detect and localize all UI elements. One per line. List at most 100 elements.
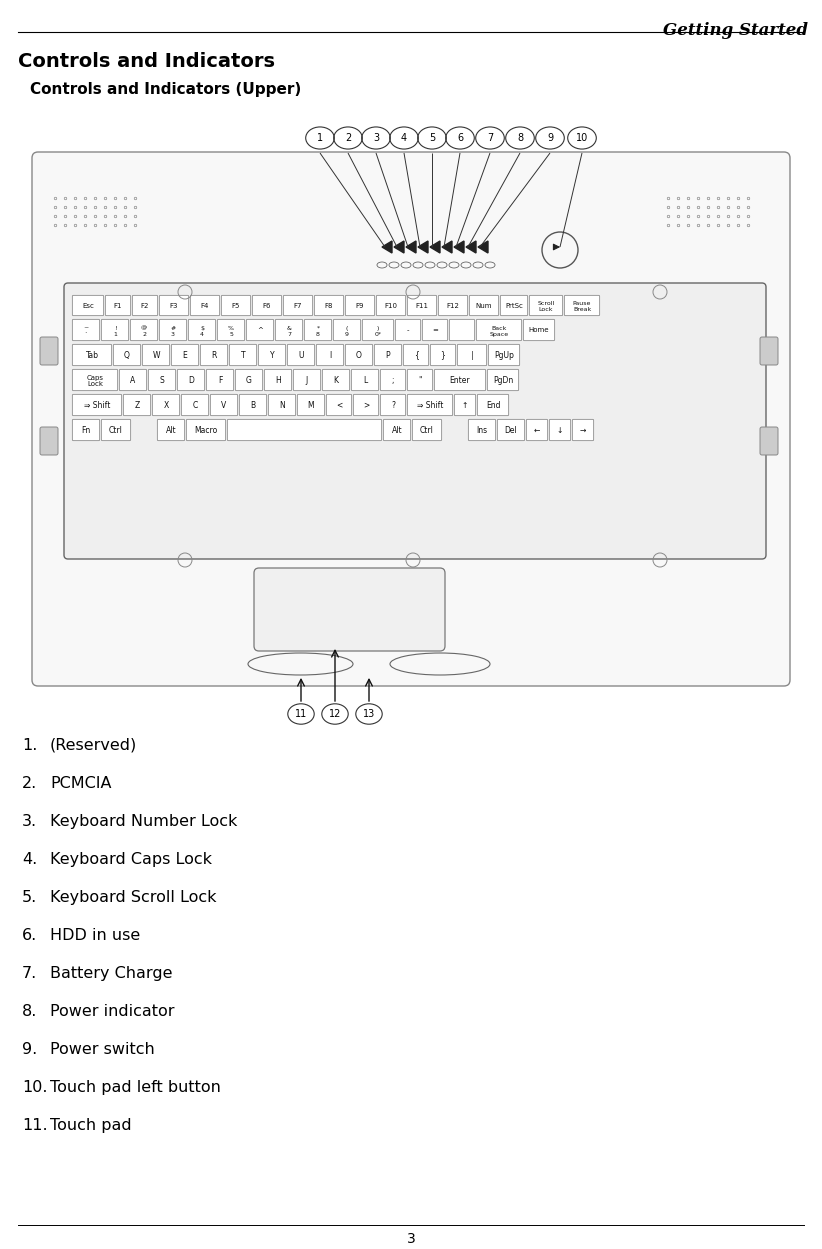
Text: 4: 4 — [200, 331, 204, 336]
Polygon shape — [454, 241, 464, 254]
FancyBboxPatch shape — [316, 345, 344, 366]
Text: 13: 13 — [363, 709, 375, 719]
FancyBboxPatch shape — [72, 395, 122, 416]
Text: Home: Home — [529, 327, 549, 333]
Text: End: End — [486, 401, 501, 410]
Text: F9: F9 — [356, 302, 364, 309]
FancyBboxPatch shape — [497, 420, 524, 441]
Text: Space: Space — [489, 331, 509, 336]
FancyBboxPatch shape — [131, 320, 158, 341]
FancyBboxPatch shape — [469, 420, 496, 441]
Text: =: = — [432, 327, 438, 333]
FancyBboxPatch shape — [105, 295, 131, 316]
FancyBboxPatch shape — [40, 337, 58, 365]
FancyBboxPatch shape — [374, 345, 402, 366]
FancyBboxPatch shape — [101, 420, 131, 441]
Text: 0*: 0* — [375, 331, 381, 336]
FancyBboxPatch shape — [526, 420, 547, 441]
FancyBboxPatch shape — [298, 395, 325, 416]
FancyBboxPatch shape — [288, 345, 315, 366]
Text: ←: ← — [533, 426, 540, 435]
Text: ↑: ↑ — [462, 401, 469, 410]
Text: 7.: 7. — [22, 965, 37, 980]
Text: %: % — [228, 326, 234, 331]
Text: 3: 3 — [171, 331, 175, 336]
Text: Ctrl: Ctrl — [109, 426, 123, 435]
Text: Tab: Tab — [85, 351, 99, 360]
Text: 9.: 9. — [22, 1042, 37, 1057]
FancyBboxPatch shape — [239, 395, 266, 416]
Text: 2.: 2. — [22, 776, 37, 791]
FancyBboxPatch shape — [187, 420, 226, 441]
Text: M: M — [307, 401, 314, 410]
FancyBboxPatch shape — [254, 568, 445, 651]
FancyBboxPatch shape — [478, 395, 509, 416]
FancyBboxPatch shape — [501, 295, 528, 316]
FancyBboxPatch shape — [229, 345, 256, 366]
FancyBboxPatch shape — [113, 345, 141, 366]
Text: D: D — [188, 376, 194, 385]
FancyBboxPatch shape — [434, 370, 486, 391]
FancyBboxPatch shape — [217, 320, 245, 341]
Text: Y: Y — [270, 351, 275, 360]
Text: 6: 6 — [457, 132, 463, 142]
FancyBboxPatch shape — [363, 320, 394, 341]
FancyBboxPatch shape — [423, 320, 448, 341]
Text: ?: ? — [391, 401, 395, 410]
FancyBboxPatch shape — [188, 320, 215, 341]
Text: 4: 4 — [401, 132, 407, 142]
FancyBboxPatch shape — [304, 320, 332, 341]
FancyBboxPatch shape — [252, 295, 282, 316]
FancyBboxPatch shape — [407, 370, 432, 391]
FancyBboxPatch shape — [268, 395, 296, 416]
Text: 11.: 11. — [22, 1118, 48, 1133]
Text: PCMCIA: PCMCIA — [50, 776, 112, 791]
Text: Esc: Esc — [82, 302, 94, 309]
FancyBboxPatch shape — [438, 295, 468, 316]
Text: Touch pad: Touch pad — [50, 1118, 132, 1133]
Text: 8: 8 — [316, 331, 320, 336]
Text: !: ! — [113, 326, 116, 331]
Text: P: P — [386, 351, 390, 360]
Text: S: S — [159, 376, 164, 385]
Text: HDD in use: HDD in use — [50, 928, 141, 943]
FancyBboxPatch shape — [395, 320, 421, 341]
Polygon shape — [466, 241, 476, 254]
Text: L: L — [363, 376, 367, 385]
Text: Alt: Alt — [166, 426, 176, 435]
Text: N: N — [279, 401, 285, 410]
FancyBboxPatch shape — [376, 295, 406, 316]
Text: Ins: Ins — [477, 426, 487, 435]
Text: }: } — [441, 351, 446, 360]
Text: 3: 3 — [373, 132, 379, 142]
Text: ⇒ Shift: ⇒ Shift — [84, 401, 110, 410]
Text: 11: 11 — [295, 709, 307, 719]
Text: Scroll: Scroll — [538, 301, 555, 306]
FancyBboxPatch shape — [333, 320, 361, 341]
Text: 7: 7 — [487, 132, 493, 142]
FancyBboxPatch shape — [152, 395, 180, 416]
Text: V: V — [221, 401, 227, 410]
FancyBboxPatch shape — [284, 295, 312, 316]
FancyBboxPatch shape — [407, 395, 453, 416]
Text: Break: Break — [573, 307, 591, 312]
Text: &: & — [287, 326, 292, 331]
FancyBboxPatch shape — [258, 345, 286, 366]
Text: F7: F7 — [293, 302, 302, 309]
FancyBboxPatch shape — [488, 345, 520, 366]
Text: X: X — [164, 401, 169, 410]
FancyBboxPatch shape — [760, 427, 778, 455]
FancyBboxPatch shape — [119, 370, 146, 391]
FancyBboxPatch shape — [564, 295, 600, 316]
Text: 10.: 10. — [22, 1080, 48, 1095]
Text: |: | — [471, 351, 473, 360]
Text: F12: F12 — [446, 302, 459, 309]
FancyBboxPatch shape — [201, 345, 228, 366]
Text: 2: 2 — [142, 331, 146, 336]
Text: Macro: Macro — [194, 426, 218, 435]
FancyBboxPatch shape — [549, 420, 570, 441]
Text: E: E — [182, 351, 187, 360]
Text: Lock: Lock — [87, 381, 103, 387]
Polygon shape — [478, 241, 488, 254]
FancyBboxPatch shape — [72, 420, 99, 441]
